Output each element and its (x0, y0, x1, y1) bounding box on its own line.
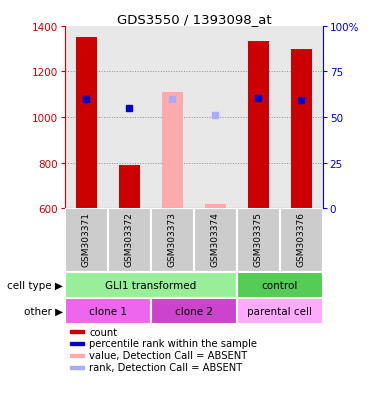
Text: cell type ▶: cell type ▶ (7, 280, 63, 290)
Bar (65, 273, 237, 298)
Bar (70, 354, 84, 357)
Text: GSM303376: GSM303376 (297, 211, 306, 266)
Bar (76, 38, 97, 209)
Text: GSM303375: GSM303375 (254, 211, 263, 266)
Bar (247, 42, 269, 209)
Bar (65, 298, 151, 324)
Bar (280, 27, 323, 209)
Text: other ▶: other ▶ (24, 306, 63, 316)
Text: count: count (89, 327, 118, 337)
Text: rank, Detection Call = ABSENT: rank, Detection Call = ABSENT (89, 363, 243, 373)
Text: GSM303371: GSM303371 (82, 211, 91, 266)
Text: GLI1 transformed: GLI1 transformed (105, 280, 197, 290)
Bar (237, 273, 323, 298)
Bar (151, 209, 194, 273)
Text: clone 2: clone 2 (175, 306, 213, 316)
Text: GSM303373: GSM303373 (168, 211, 177, 266)
Bar (290, 50, 312, 209)
Bar (204, 204, 226, 209)
Text: control: control (262, 280, 298, 290)
Bar (119, 165, 140, 209)
Bar (70, 330, 84, 333)
Text: clone 1: clone 1 (89, 306, 127, 316)
Text: GSM303372: GSM303372 (125, 211, 134, 266)
Bar (151, 298, 237, 324)
Bar (162, 93, 183, 209)
Text: parental cell: parental cell (247, 306, 312, 316)
Text: GSM303374: GSM303374 (211, 211, 220, 266)
Bar (237, 298, 323, 324)
Bar (280, 209, 323, 273)
Bar (65, 27, 108, 209)
Bar (237, 27, 280, 209)
Bar (151, 27, 194, 209)
Bar (108, 209, 151, 273)
Bar (65, 209, 108, 273)
Bar (70, 342, 84, 345)
Bar (108, 27, 151, 209)
Bar (237, 209, 280, 273)
Text: value, Detection Call = ABSENT: value, Detection Call = ABSENT (89, 351, 248, 361)
Bar (194, 27, 237, 209)
Bar (70, 366, 84, 369)
Bar (194, 209, 237, 273)
Text: percentile rank within the sample: percentile rank within the sample (89, 339, 257, 349)
Title: GDS3550 / 1393098_at: GDS3550 / 1393098_at (116, 13, 271, 26)
